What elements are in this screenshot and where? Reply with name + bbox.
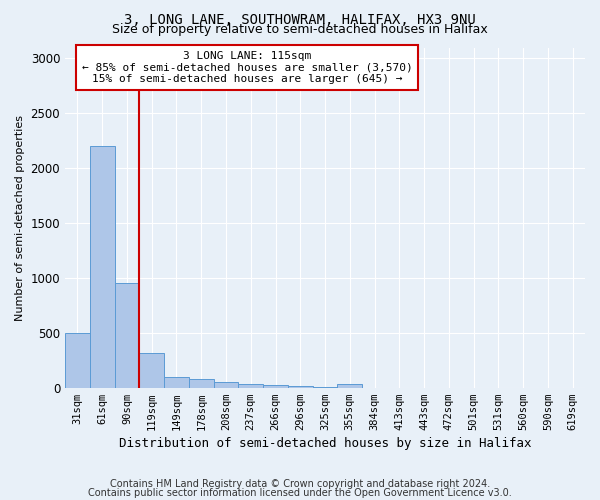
- Y-axis label: Number of semi-detached properties: Number of semi-detached properties: [15, 114, 25, 320]
- Bar: [164, 378, 189, 388]
- Bar: [115, 284, 139, 388]
- Text: 3 LONG LANE: 115sqm
← 85% of semi-detached houses are smaller (3,570)
15% of sem: 3 LONG LANE: 115sqm ← 85% of semi-detach…: [82, 51, 412, 84]
- Text: Size of property relative to semi-detached houses in Halifax: Size of property relative to semi-detach…: [112, 22, 488, 36]
- Bar: [238, 384, 263, 388]
- X-axis label: Distribution of semi-detached houses by size in Halifax: Distribution of semi-detached houses by …: [119, 437, 531, 450]
- Bar: [139, 352, 164, 388]
- Bar: [263, 386, 288, 388]
- Bar: [189, 380, 214, 388]
- Bar: [337, 384, 362, 388]
- Bar: [313, 386, 337, 388]
- Bar: [90, 146, 115, 388]
- Text: Contains public sector information licensed under the Open Government Licence v3: Contains public sector information licen…: [88, 488, 512, 498]
- Bar: [288, 386, 313, 388]
- Bar: [65, 333, 90, 388]
- Text: Contains HM Land Registry data © Crown copyright and database right 2024.: Contains HM Land Registry data © Crown c…: [110, 479, 490, 489]
- Text: 3, LONG LANE, SOUTHOWRAM, HALIFAX, HX3 9NU: 3, LONG LANE, SOUTHOWRAM, HALIFAX, HX3 9…: [124, 12, 476, 26]
- Bar: [214, 382, 238, 388]
